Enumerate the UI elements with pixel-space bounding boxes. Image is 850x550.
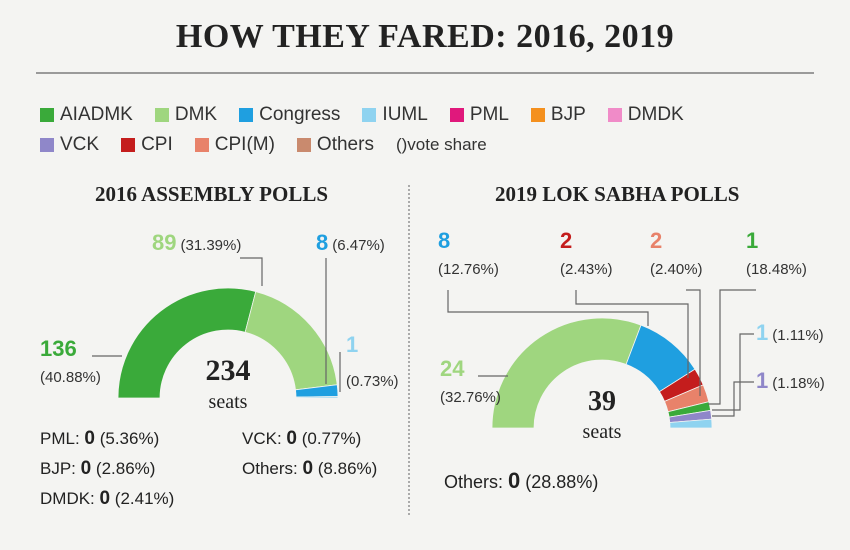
leader-2019-iuml xyxy=(712,333,754,411)
legend: AIADMK DMK Congress IUML PML BJP DMDK VCK CPI CP… xyxy=(40,100,820,160)
legend-label: CPI(M) xyxy=(214,134,275,155)
legend-item-congress: Congress xyxy=(239,104,340,126)
legend-item-aiadmk: AIADMK xyxy=(40,104,133,126)
slice-2019-iuml xyxy=(669,418,713,429)
zero-seat-2016-vck: VCK: 0 (0.77%) xyxy=(242,428,362,449)
leader-2019-aiadmk xyxy=(708,289,756,405)
slice-2019-dmk xyxy=(491,317,642,429)
label-2019-aiadmk-share: (18.48%) xyxy=(746,261,807,278)
legend-label: PML xyxy=(469,104,509,125)
legend-item-dmk: DMK xyxy=(154,104,218,126)
label-2019-cpi-seats: 2 xyxy=(560,228,572,253)
label-2019-cpi-share: (2.43%) xyxy=(560,261,613,278)
label-2019-cpim-share: (2.40%) xyxy=(650,261,703,278)
label-2016-congress: 8 (6.47%) xyxy=(316,230,385,255)
total-unit-2016: seats xyxy=(209,391,248,413)
leader-2019-congress xyxy=(447,290,649,326)
total-seats-2019: 39 xyxy=(588,386,616,417)
legend-row-2: VCK CPI CPI(M) Others ()vote share xyxy=(40,130,820,160)
legend-swatch xyxy=(40,138,54,152)
panel-title-2019: 2019 LOK SABHA POLLS xyxy=(495,182,740,206)
label-2019-cpim-seats: 2 xyxy=(650,228,662,253)
label-2019-dmk-seats: 24 xyxy=(440,356,465,381)
legend-item-others: Others xyxy=(296,134,374,156)
legend-swatch xyxy=(154,108,169,122)
leader-2019-cpim xyxy=(686,289,701,396)
legend-item-vck: VCK xyxy=(40,134,99,156)
label-2019-congress-share: (12.76%) xyxy=(438,261,499,278)
leader-2019-cpi xyxy=(575,290,689,378)
total-unit-2019: seats xyxy=(583,421,622,443)
legend-swatch xyxy=(362,108,377,122)
zero-seat-2019-others: Others: 0 (28.88%) xyxy=(444,468,599,493)
legend-vote-share-note: ()vote share xyxy=(395,135,487,154)
legend-item-pml: PML xyxy=(449,104,509,126)
zero-seat-2016-dmdk: DMDK: 0 (2.41%) xyxy=(40,488,175,509)
legend-label: DMDK xyxy=(627,104,684,125)
label-2016-aiadmk-seats: 136 xyxy=(40,336,77,361)
legend-item-iuml: IUML xyxy=(362,104,428,126)
label-2016-dmk: 89 (31.39%) xyxy=(152,230,241,255)
slice-2016-dmk xyxy=(244,291,338,391)
legend-label: IUML xyxy=(382,104,428,125)
label-2019-vck: 1 (1.18%) xyxy=(756,368,825,393)
legend-item-dmdk: DMDK xyxy=(607,104,684,126)
legend-swatch xyxy=(530,108,545,122)
label-2016-iuml-seats: 1 xyxy=(346,332,358,357)
panel-divider xyxy=(408,185,410,515)
legend-swatch xyxy=(40,108,54,122)
legend-label: VCK xyxy=(60,134,100,155)
title-rule xyxy=(36,72,814,74)
leader-2019-vck xyxy=(712,381,754,417)
zero-seat-2016-bjp: BJP: 0 (2.86%) xyxy=(40,458,156,479)
chart-title: HOW THEY FARED: 2016, 2019 xyxy=(175,18,675,55)
label-2019-iuml: 1 (1.11%) xyxy=(756,320,824,345)
label-2016-iuml-share: (0.73%) xyxy=(346,373,399,390)
legend-label: Others xyxy=(316,134,374,155)
legend-item-bjp: BJP xyxy=(530,104,586,126)
legend-label: DMK xyxy=(174,104,218,125)
label-2016-aiadmk-share: (40.88%) xyxy=(40,369,101,386)
legend-label: Congress xyxy=(259,104,341,125)
slice-2016-iuml xyxy=(295,396,339,399)
legend-swatch xyxy=(449,108,464,122)
legend-row-1: AIADMK DMK Congress IUML PML BJP DMDK xyxy=(40,100,820,130)
legend-swatch xyxy=(121,138,136,152)
legend-swatch xyxy=(296,138,311,152)
label-2019-congress-seats: 8 xyxy=(438,228,450,253)
legend-label: BJP xyxy=(550,104,586,125)
label-2019-aiadmk-seats: 1 xyxy=(746,228,758,253)
legend-swatch xyxy=(239,108,254,122)
label-2019-dmk-share: (32.76%) xyxy=(440,389,501,406)
legend-item-cpi-m-: CPI(M) xyxy=(194,134,275,156)
leader-2016-dmk xyxy=(240,257,263,286)
panel-title-2016: 2016 ASSEMBLY POLLS xyxy=(95,182,329,206)
legend-swatch xyxy=(607,108,622,122)
legend-swatch xyxy=(194,138,209,152)
legend-label: AIADMK xyxy=(60,104,133,125)
legend-item-cpi: CPI xyxy=(121,134,173,156)
zero-seat-2016-pml: PML: 0 (5.36%) xyxy=(40,428,160,449)
zero-seat-2016-others: Others: 0 (8.86%) xyxy=(242,458,378,479)
total-seats-2016: 234 xyxy=(206,354,251,387)
legend-label: CPI xyxy=(141,134,173,155)
